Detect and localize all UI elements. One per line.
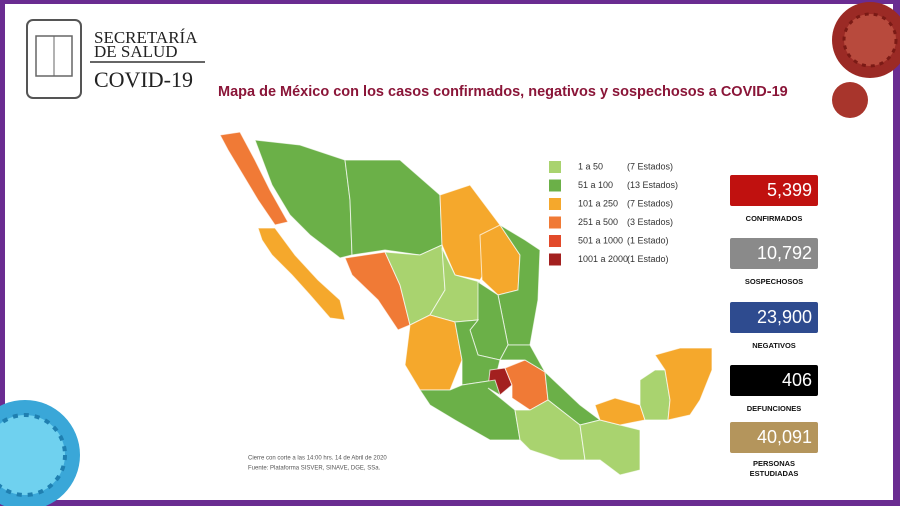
legend-range: 1001 a 2000 (578, 254, 628, 264)
state (404, 314, 463, 391)
legend-range: 101 a 250 (578, 198, 618, 208)
state (257, 227, 346, 321)
stats: 5,399 CONFIRMADOS 10,792 SOSPECHOSOS 23,900 N… (730, 175, 818, 478)
map-title: Mapa de México con los casos confirmados… (218, 84, 788, 100)
legend-range: 1 a 50 (578, 161, 603, 171)
state (219, 131, 289, 226)
legend-swatch (549, 253, 561, 266)
stat-label: CONFIRMADOS (746, 214, 803, 223)
stat-box (730, 238, 818, 269)
header-covid: COVID-19 (94, 67, 193, 92)
legend-swatch (549, 179, 561, 192)
legend-count: (1 Estado) (627, 254, 669, 264)
legend-swatch (549, 216, 561, 229)
stat-value: 23,900 (757, 307, 812, 327)
legend-count: (7 Estados) (627, 161, 673, 171)
stat-label: SOSPECHOSOS (745, 277, 803, 286)
state (419, 379, 521, 441)
legend-count: (7 Estados) (627, 198, 673, 208)
state (639, 369, 671, 421)
legend: 1 a 50 (7 Estados) 51 a 100 (13 Estados) 101… (549, 161, 678, 266)
map-note: Cierre con corte a las 14:00 hrs. 14 de … (248, 456, 387, 462)
header-line: SECRETARÍA (94, 28, 198, 47)
legend-range: 501 a 1000 (578, 235, 623, 245)
stat-value: 40,091 (757, 427, 812, 447)
stat-label: DEFUNCIONES (747, 404, 802, 413)
legend-count: (3 Estados) (627, 217, 673, 227)
legend-count: (13 Estados) (627, 180, 678, 190)
stat-label: PERSONAS ESTUDIADAS (750, 459, 799, 478)
stat-value: 406 (782, 370, 812, 390)
logo (26, 19, 205, 99)
stat-value: 10,792 (757, 243, 812, 263)
stat-box (730, 365, 818, 396)
legend-range: 51 a 100 (578, 180, 613, 190)
state (254, 139, 353, 259)
stat-box (730, 302, 818, 333)
stat-box (730, 422, 818, 453)
stat-label: NEGATIVOS (752, 341, 796, 350)
legend-swatch (549, 198, 561, 210)
stat-value: 5,399 (767, 180, 812, 200)
map-note: Fuente: Plataforma SISVER, SINAVE, DGE, … (248, 466, 381, 472)
legend-range: 251 a 500 (578, 217, 618, 227)
legend-count: (1 Estado) (627, 235, 669, 245)
state (654, 347, 713, 421)
stat-box (730, 175, 818, 206)
legend-swatch (549, 161, 561, 173)
legend-swatch (549, 235, 561, 247)
header-line: DE SALUD (94, 42, 178, 61)
mexico-map (219, 131, 713, 476)
